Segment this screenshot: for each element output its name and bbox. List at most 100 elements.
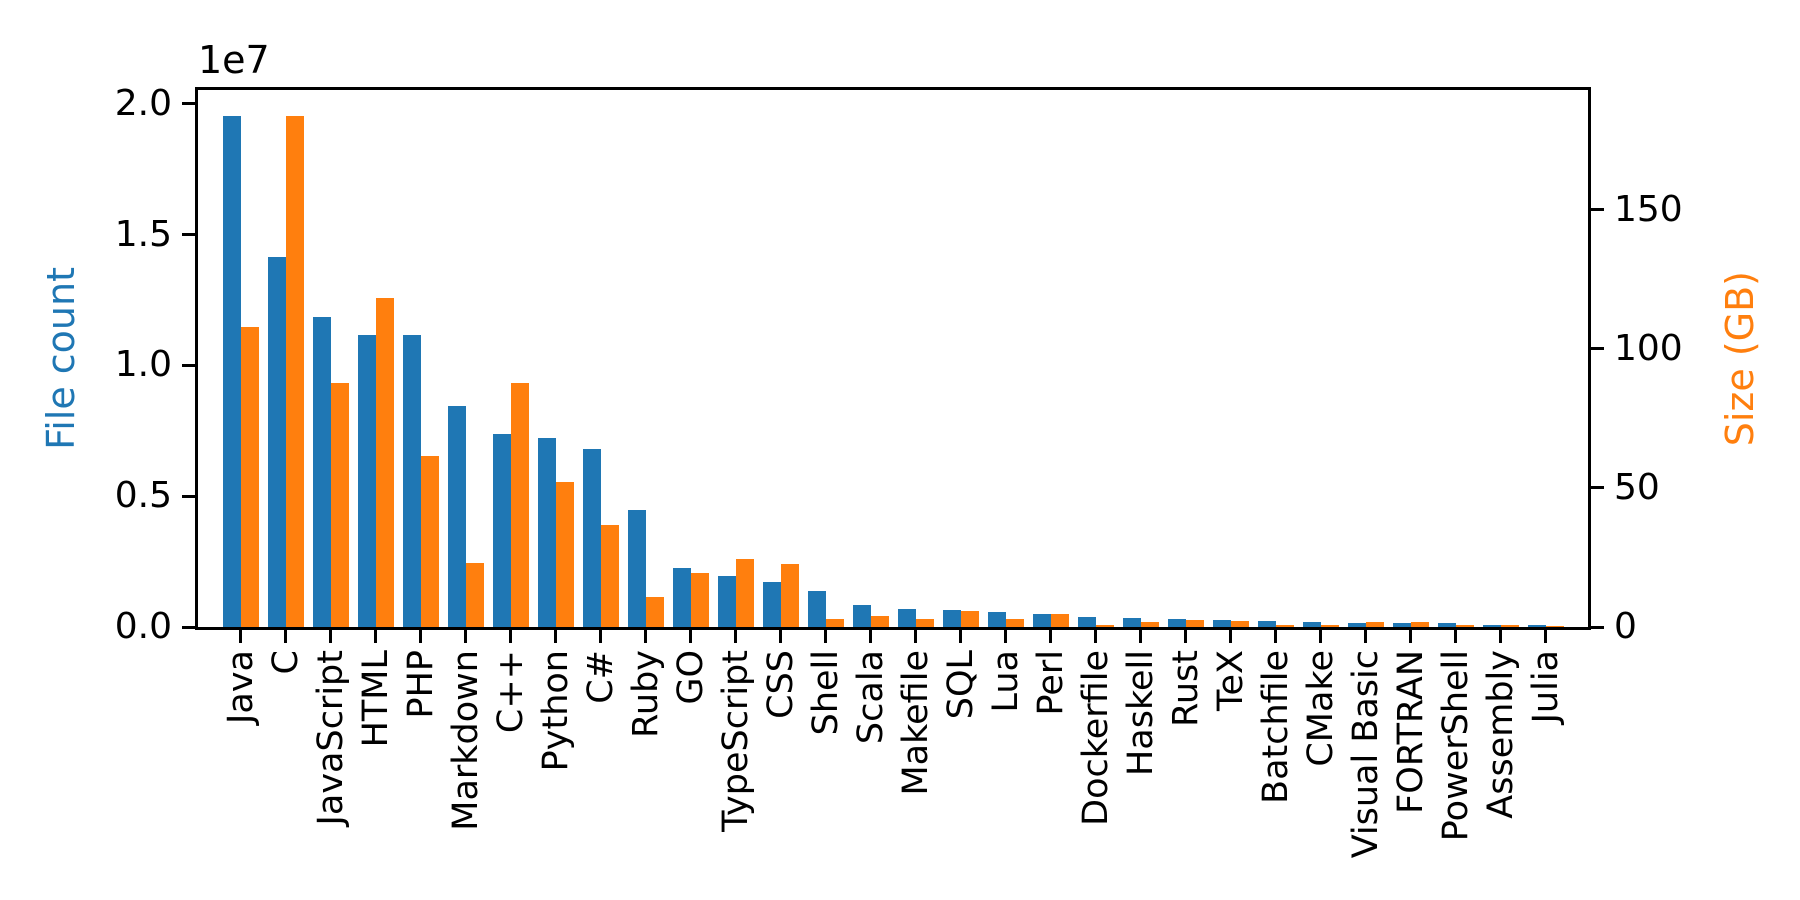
x-tick [1004,630,1007,643]
bar-file-count-cmake [1302,622,1321,627]
x-tick [1184,630,1187,643]
x-tick-label-cmake: CMake [1300,650,1341,767]
x-tick-label-python: Python [535,650,576,772]
right-y-tick [1591,208,1604,212]
x-tick-label-perl: Perl [1030,650,1071,716]
bar-size-gb-powershell [1455,625,1474,627]
bar-file-count-html [357,334,376,627]
bar-file-count-java [222,115,241,627]
right-y-tick [1591,347,1604,351]
x-tick-label-typescript: TypeScript [715,650,756,832]
x-tick [509,630,512,643]
bar-file-count-assembly [1482,624,1501,627]
bar-file-count-perl [1032,613,1051,627]
bar-size-gb-ruby [645,596,664,627]
left-y-tick-label: 1.5 [114,213,172,255]
right-y-tick-label: 150 [1614,188,1683,230]
bar-file-count-sql [942,609,961,627]
x-tick-label-java: Java [220,650,261,724]
x-tick [1409,630,1412,643]
bar-file-count-dockerfile [1077,617,1096,627]
bar-file-count-scala [852,605,871,627]
bar-size-gb-assembly [1500,624,1519,627]
x-tick-label-c: C# [580,650,621,704]
bar-file-count-julia [1527,625,1546,627]
left-y-tick [182,233,195,237]
bar-size-gb-rust [1185,619,1204,627]
x-tick-label-dockerfile: Dockerfile [1075,650,1116,826]
x-tick [644,630,647,643]
bar-size-gb-php [420,456,439,627]
x-tick [284,630,287,643]
bar-size-gb-c [600,524,619,627]
bar-size-gb-markdown [465,562,484,627]
bar-size-gb-python [555,482,574,627]
x-tick-label-ruby: Ruby [625,650,666,738]
x-tick [689,630,692,643]
x-tick [1364,630,1367,643]
x-tick-label-batchfile: Batchfile [1255,650,1296,804]
x-tick-label-php: PHP [400,650,441,719]
x-tick-label-html: HTML [355,650,396,748]
x-tick [1139,630,1142,643]
right-y-tick-label: 100 [1614,327,1683,369]
x-tick [239,630,242,643]
x-tick-label-powershell: PowerShell [1435,650,1476,842]
bar-file-count-css [762,581,781,627]
bar-file-count-go [672,567,691,627]
bar-file-count-javascript [312,317,331,627]
bar-file-count-ruby [627,509,646,627]
x-tick-label-c: C [265,650,306,675]
bar-file-count-c [267,256,286,627]
x-tick [1454,630,1457,643]
bar-size-gb-perl [1050,613,1069,627]
x-tick-label-julia: Julia [1525,650,1566,724]
bar-size-gb-lua [1005,619,1024,627]
bar-file-count-typescript [717,576,736,627]
bar-size-gb-fortran [1410,622,1429,627]
bar-file-count-haskell [1122,618,1141,627]
bar-file-count-visual-basic [1347,622,1366,627]
x-tick-label-rust: Rust [1165,650,1206,727]
x-tick [1094,630,1097,643]
x-tick [1274,630,1277,643]
bar-size-gb-shell [825,618,844,627]
x-tick [1544,630,1547,643]
bar-file-count-shell [807,590,826,627]
left-y-tick [182,363,195,367]
bar-size-gb-cmake [1320,625,1339,627]
y-axis-offset-label: 1e7 [198,38,270,82]
bar-size-gb-visual-basic [1365,621,1384,627]
left-y-tick-label: 0.0 [114,606,172,647]
bar-size-gb-typescript [735,558,754,627]
x-tick [554,630,557,643]
bar-size-gb-html [375,298,394,627]
bar-size-gb-batchfile [1275,625,1294,627]
x-tick-label-shell: Shell [805,650,846,736]
x-tick-label-sql: SQL [940,650,981,720]
x-tick [1229,630,1232,643]
left-y-tick [182,102,195,106]
right-y-tick-label: 50 [1614,466,1660,508]
left-y-tick [182,494,195,498]
bar-size-gb-css [780,563,799,627]
x-tick [1049,630,1052,643]
bar-file-count-makefile [897,609,916,627]
bar-file-count-python [537,437,556,627]
x-tick-label-haskell: Haskell [1120,650,1161,777]
x-tick-label-fortran: FORTRAN [1390,650,1431,814]
bar-file-count-c [492,433,511,627]
bar-size-gb-go [690,573,709,627]
x-tick [374,630,377,643]
x-tick [1319,630,1322,643]
bar-file-count-c [582,448,601,627]
bar-file-count-markdown [447,405,466,627]
x-tick [599,630,602,643]
x-tick [419,630,422,643]
bar-size-gb-java [240,327,259,627]
left-y-tick-label: 0.5 [114,475,172,517]
bar-size-gb-haskell [1140,621,1159,627]
x-tick-label-javascript: JavaScript [310,650,351,826]
